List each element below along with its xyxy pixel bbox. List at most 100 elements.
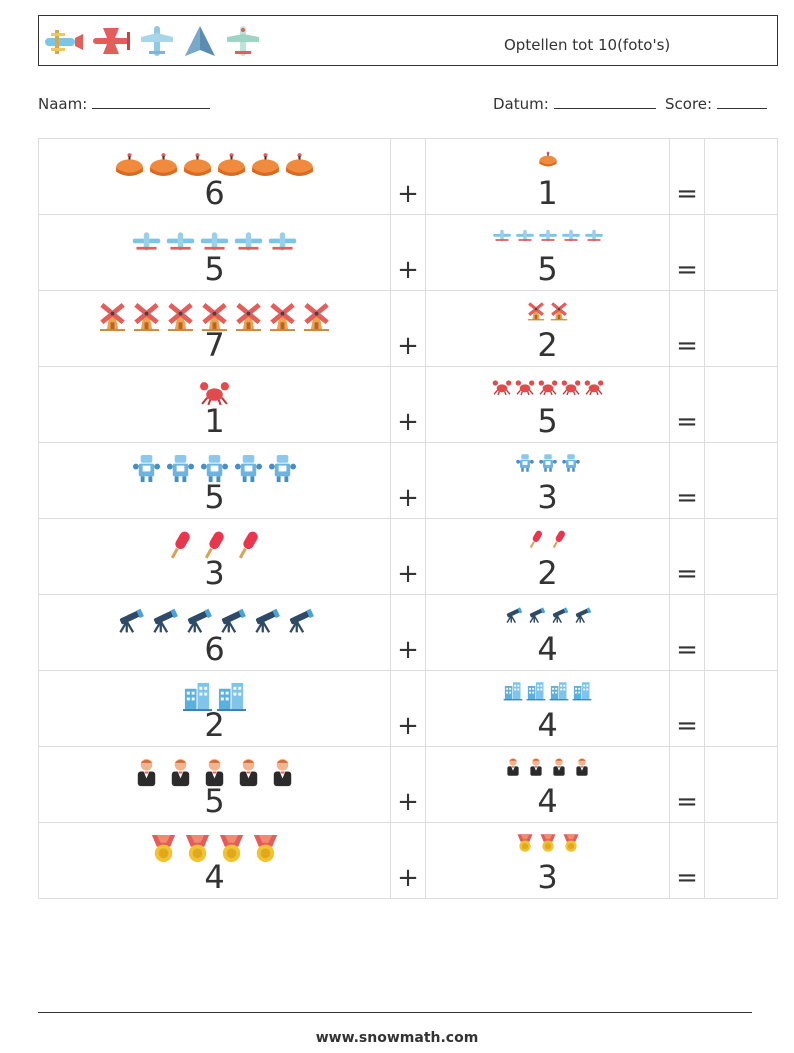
name-blank[interactable] bbox=[92, 94, 211, 109]
answer-cell[interactable] bbox=[704, 518, 778, 595]
airplane-icon bbox=[165, 225, 196, 256]
right-operand-cell: 2 bbox=[425, 518, 670, 595]
plus-sign: + bbox=[397, 331, 419, 361]
right-icon-group bbox=[426, 377, 669, 397]
right-number: 4 bbox=[537, 630, 558, 668]
left-operand-cell: 5 bbox=[38, 746, 391, 823]
answer-cell[interactable] bbox=[704, 138, 778, 215]
answer-cell[interactable] bbox=[704, 366, 778, 443]
name-label: Naam: bbox=[38, 95, 88, 113]
right-icon-group bbox=[426, 301, 669, 321]
right-icon-group bbox=[426, 833, 669, 853]
waiter-icon bbox=[503, 757, 523, 777]
right-icon-group bbox=[426, 453, 669, 473]
waiter-icon bbox=[267, 757, 298, 788]
windmill-icon bbox=[199, 301, 230, 332]
medal-icon bbox=[148, 833, 179, 864]
waiter-icon bbox=[199, 757, 230, 788]
problem-row: 1 +5 = bbox=[38, 366, 778, 443]
problem-row: 5 +4 = bbox=[38, 746, 778, 823]
right-operand-cell: 2 bbox=[425, 290, 670, 367]
left-operand-cell: 7 bbox=[38, 290, 391, 367]
red-plane-icon bbox=[93, 28, 130, 54]
airplane-icon bbox=[131, 225, 162, 256]
date-blank[interactable] bbox=[553, 94, 656, 109]
left-operand-cell: 4 bbox=[38, 822, 391, 899]
windmill-icon bbox=[131, 301, 162, 332]
right-operand-cell: 3 bbox=[425, 822, 670, 899]
equals-sign: = bbox=[676, 483, 698, 513]
airliner-icon bbox=[227, 26, 259, 56]
answer-cell[interactable] bbox=[704, 670, 778, 747]
right-icon-group bbox=[426, 605, 669, 625]
equals-sign: = bbox=[676, 255, 698, 285]
jet-icon bbox=[185, 26, 215, 56]
waiter-icon bbox=[165, 757, 196, 788]
left-icon-group bbox=[39, 453, 390, 484]
airplane-icon bbox=[233, 225, 264, 256]
date-field: Datum: bbox=[493, 94, 656, 113]
answer-cell[interactable] bbox=[704, 214, 778, 291]
telescope-icon bbox=[572, 605, 592, 625]
left-number: 5 bbox=[204, 478, 225, 516]
worksheet-header: Optellen tot 10(foto's) bbox=[38, 15, 778, 66]
left-number: 6 bbox=[204, 174, 225, 212]
plus-cell: + bbox=[390, 290, 426, 367]
crab-icon bbox=[492, 377, 512, 397]
plus-sign: + bbox=[397, 483, 419, 513]
left-operand-cell: 3 bbox=[38, 518, 391, 595]
plus-cell: + bbox=[390, 214, 426, 291]
plus-sign: + bbox=[397, 559, 419, 589]
equals-cell: = bbox=[669, 290, 705, 367]
left-number: 2 bbox=[204, 706, 225, 744]
answer-cell[interactable] bbox=[704, 290, 778, 367]
answer-cell[interactable] bbox=[704, 746, 778, 823]
answer-cell[interactable] bbox=[704, 594, 778, 671]
name-field: Naam: bbox=[38, 94, 211, 113]
left-icon-group bbox=[39, 149, 390, 180]
blue-plane-icon bbox=[141, 26, 173, 56]
medal-icon bbox=[538, 833, 558, 853]
left-number: 1 bbox=[204, 402, 225, 440]
header-icon-strip bbox=[43, 20, 263, 62]
plus-sign: + bbox=[397, 787, 419, 817]
waiter-icon bbox=[572, 757, 592, 777]
left-operand-cell: 1 bbox=[38, 366, 391, 443]
equals-cell: = bbox=[669, 746, 705, 823]
crab-icon bbox=[199, 377, 230, 408]
robot-icon bbox=[131, 453, 162, 484]
score-field: Score: bbox=[665, 94, 767, 113]
equals-cell: = bbox=[669, 138, 705, 215]
left-icon-group bbox=[39, 757, 390, 788]
problem-row: 3 +2 = bbox=[38, 518, 778, 595]
plus-sign: + bbox=[397, 179, 419, 209]
right-number: 3 bbox=[537, 858, 558, 896]
popsicle-icon bbox=[199, 529, 230, 560]
equals-sign: = bbox=[676, 635, 698, 665]
plus-cell: + bbox=[390, 746, 426, 823]
left-icon-group bbox=[39, 529, 390, 560]
telescope-icon bbox=[216, 605, 247, 636]
telescope-icon bbox=[114, 605, 145, 636]
score-blank[interactable] bbox=[716, 94, 767, 109]
equals-cell: = bbox=[669, 366, 705, 443]
answer-cell[interactable] bbox=[704, 822, 778, 899]
problem-row: 2 +4 = bbox=[38, 670, 778, 747]
right-number: 5 bbox=[537, 402, 558, 440]
crab-icon bbox=[515, 377, 535, 397]
plus-cell: + bbox=[390, 442, 426, 519]
telescope-icon bbox=[148, 605, 179, 636]
buildings-icon bbox=[182, 681, 213, 712]
right-icon-group bbox=[426, 757, 669, 777]
popsicle-icon bbox=[549, 529, 569, 549]
right-operand-cell: 5 bbox=[425, 214, 670, 291]
airplane-icon bbox=[492, 225, 512, 245]
score-label: Score: bbox=[665, 95, 713, 113]
right-number: 3 bbox=[537, 478, 558, 516]
left-icon-group bbox=[39, 377, 390, 408]
robot-icon bbox=[515, 453, 535, 473]
answer-cell[interactable] bbox=[704, 442, 778, 519]
equals-sign: = bbox=[676, 407, 698, 437]
crab-icon bbox=[584, 377, 604, 397]
plus-cell: + bbox=[390, 670, 426, 747]
